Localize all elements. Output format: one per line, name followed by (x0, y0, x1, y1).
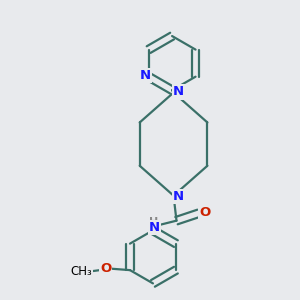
Text: H: H (149, 218, 158, 227)
Text: O: O (100, 262, 111, 275)
Text: N: N (173, 190, 184, 203)
Text: N: N (140, 69, 151, 82)
Text: CH₃: CH₃ (70, 265, 92, 278)
Text: N: N (173, 85, 184, 98)
Text: N: N (148, 221, 160, 234)
Text: O: O (200, 206, 211, 219)
